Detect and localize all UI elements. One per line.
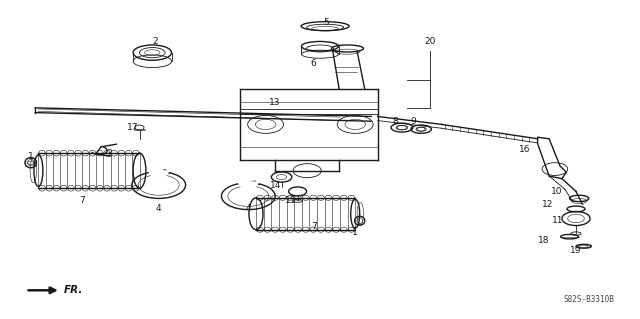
Text: 18: 18	[538, 236, 550, 245]
Text: FR.: FR.	[64, 285, 83, 295]
Text: 13: 13	[269, 98, 281, 107]
Text: 20: 20	[424, 37, 436, 46]
Text: 3: 3	[106, 149, 111, 158]
Text: 19: 19	[570, 246, 582, 255]
Text: 7: 7	[79, 197, 84, 205]
Text: 5: 5	[324, 18, 329, 27]
Text: 14: 14	[269, 181, 281, 189]
Text: 10: 10	[551, 187, 563, 196]
Text: 11: 11	[552, 216, 564, 225]
Text: 9: 9	[411, 117, 416, 126]
Text: 4: 4	[246, 204, 251, 213]
Text: 12: 12	[542, 200, 554, 209]
Text: 15: 15	[285, 197, 297, 205]
Text: 1: 1	[353, 228, 358, 237]
Text: 6: 6	[311, 59, 316, 68]
Wedge shape	[149, 171, 168, 185]
Text: 4: 4	[156, 204, 161, 213]
Text: 7: 7	[311, 222, 316, 231]
Text: 1: 1	[28, 152, 33, 161]
Text: 8: 8	[393, 117, 398, 126]
Text: 17: 17	[127, 123, 139, 132]
Text: 16: 16	[519, 145, 531, 154]
Text: 2: 2	[152, 37, 157, 46]
Text: S82S-B3310B: S82S-B3310B	[563, 295, 614, 304]
Wedge shape	[239, 182, 258, 196]
